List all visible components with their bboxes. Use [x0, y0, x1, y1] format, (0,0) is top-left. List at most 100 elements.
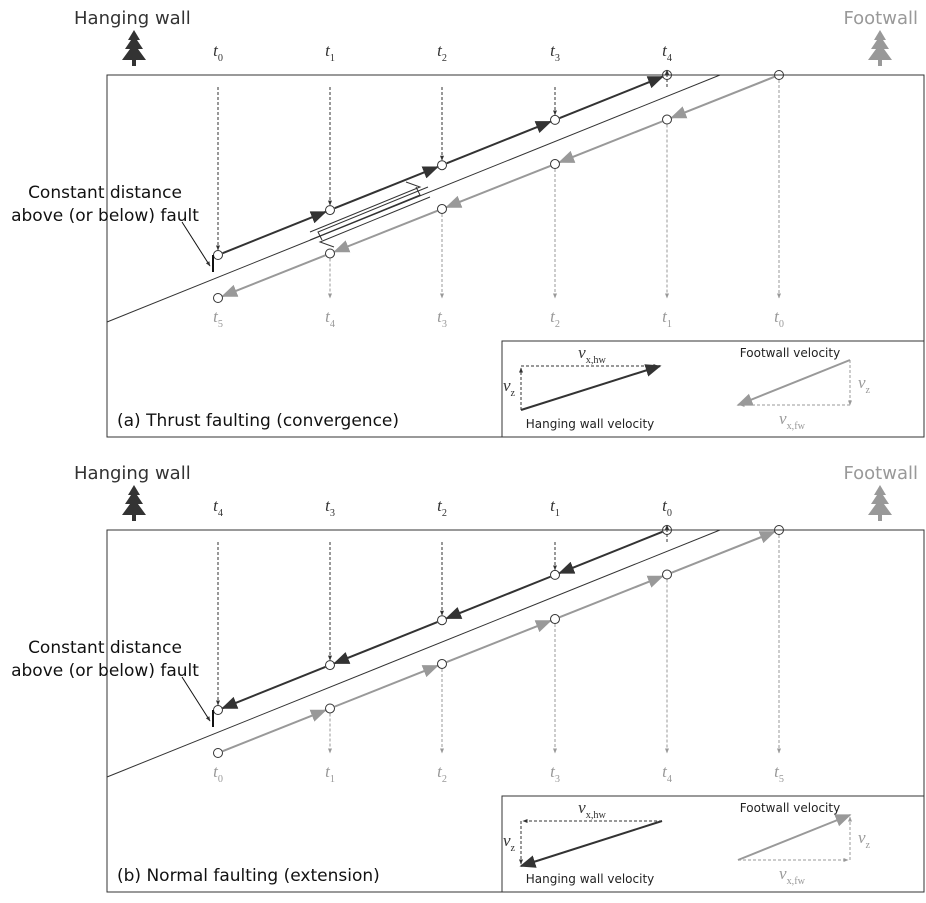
legend-hw-vx-label-var: v: [578, 798, 586, 817]
top-time-label-var: t: [213, 496, 219, 515]
fw-position: [774, 525, 784, 536]
legend-fw-vz-label-var: v: [858, 828, 866, 847]
bottom-time-label: t4: [662, 762, 672, 785]
tree-trunk: [132, 60, 136, 66]
fw-position: [550, 614, 560, 625]
bottom-time-label-sub: 1: [330, 774, 335, 785]
bottom-time-label-sub: 0: [779, 319, 784, 330]
bottom-time-label-sub: 2: [442, 774, 447, 785]
tree-trunk: [132, 515, 136, 521]
hanging-wall-label: Hanging wall: [74, 463, 191, 484]
hanging-wall-label: Hanging wall: [74, 8, 191, 29]
hw-position: [437, 160, 447, 171]
hw-path-arrow: [221, 666, 326, 710]
annotation-arrow: [181, 676, 211, 722]
top-time-label: t4: [213, 496, 223, 519]
bottom-time-label-var: t: [213, 762, 219, 781]
shear-arrow: [309, 181, 422, 233]
fault-line: [106, 529, 721, 778]
bottom-time-label: t2: [437, 762, 447, 785]
shear-arrow: [318, 196, 431, 248]
bottom-time-label-var: t: [662, 762, 668, 781]
legend-fw-vx-label: vx,fw: [779, 864, 806, 887]
legend-fw-vz-label: vz: [858, 373, 871, 396]
legend-hw-vx-label: vx,hw: [578, 343, 606, 366]
bottom-time-label: t3: [550, 762, 560, 785]
top-time-label-sub: 0: [667, 508, 672, 519]
annotation-text: Constant distance: [28, 638, 182, 658]
hw-position: [550, 114, 560, 125]
fw-path-arrow: [670, 75, 775, 119]
legend-fw-vx-label: vx,fw: [779, 409, 806, 432]
fw-position: [213, 748, 223, 758]
legend-fw-velocity: [736, 359, 851, 406]
bottom-time-label-var: t: [774, 307, 780, 326]
footwall-label: Footwall: [843, 463, 918, 484]
hw-path-arrow: [334, 166, 439, 210]
legend-hw-vz-label: vz: [503, 831, 516, 854]
top-time-label-var: t: [437, 41, 443, 60]
fw-path-arrow: [446, 619, 552, 664]
legend-box: [501, 340, 925, 438]
bottom-time-label-sub: 5: [779, 774, 784, 785]
top-time-label-sub: 3: [330, 508, 335, 519]
bottom-time-label-sub: 2: [555, 319, 560, 330]
hw-path-arrow: [445, 575, 551, 620]
bottom-time-label-var: t: [550, 307, 556, 326]
hw-path-arrow: [333, 621, 438, 665]
bottom-time-label-sub: 4: [330, 319, 335, 330]
tree-icon: [122, 485, 146, 515]
fw-path-arrow: [333, 209, 438, 253]
legend-fw-title: Footwall velocity: [740, 346, 840, 360]
fw-path-arrow: [559, 575, 664, 619]
hw-position: [662, 524, 672, 535]
top-time-label-sub: 4: [667, 53, 672, 64]
fw-path-arrow: [334, 664, 439, 708]
legend-hw-vz-label-var: v: [503, 831, 511, 850]
tree-trunk: [878, 515, 882, 521]
top-time-label: t3: [325, 496, 335, 519]
bottom-time-label: t2: [550, 307, 560, 330]
legend-hw-title: Hanging wall velocity: [526, 417, 655, 431]
hw-position: [213, 250, 223, 260]
top-time-label: t0: [213, 41, 223, 64]
bottom-time-label-var: t: [325, 762, 331, 781]
tree-icon: [868, 485, 892, 515]
bottom-time-label-sub: 0: [218, 774, 223, 785]
bottom-time-label: t5: [213, 307, 223, 330]
legend-hw-vx-label: vx,hw: [578, 798, 606, 821]
fw-position: [325, 248, 335, 259]
top-time-label: t0: [662, 496, 672, 519]
tree-icon: [868, 30, 892, 60]
tree-icon: [122, 30, 146, 60]
hw-path-arrow: [222, 211, 327, 255]
legend-fw-velocity: [737, 814, 852, 861]
bottom-time-label: t0: [774, 307, 784, 330]
bottom-time-label-var: t: [213, 307, 219, 326]
fw-path-arrow: [558, 120, 663, 164]
top-time-label-sub: 3: [555, 53, 560, 64]
bottom-time-label: t1: [662, 307, 672, 330]
fw-position: [437, 658, 447, 669]
top-time-label-var: t: [662, 496, 668, 515]
annotation-text: above (or below) fault: [11, 206, 199, 226]
legend-fw-vz-label-var: v: [858, 373, 866, 392]
annotation-arrow: [181, 221, 211, 267]
fw-position: [550, 159, 560, 170]
hw-position: [550, 569, 560, 580]
hw-path-arrow: [446, 120, 552, 165]
top-time-label: t2: [437, 496, 447, 519]
top-time-label-var: t: [662, 41, 668, 60]
hw-path-arrow: [559, 75, 664, 119]
bottom-time-label: t1: [325, 762, 335, 785]
top-time-label-var: t: [325, 496, 331, 515]
top-time-label-sub: 1: [555, 508, 560, 519]
hw-path-arrow: [558, 530, 663, 574]
legend-hw-vx-label-sub: x,hw: [586, 810, 607, 821]
hw-position: [662, 69, 672, 80]
legend-fw-title: Footwall velocity: [740, 801, 840, 815]
annotation-text: above (or below) fault: [11, 661, 199, 681]
bottom-time-label: t0: [213, 762, 223, 785]
legend-fw-vz-label-sub: z: [866, 385, 871, 396]
